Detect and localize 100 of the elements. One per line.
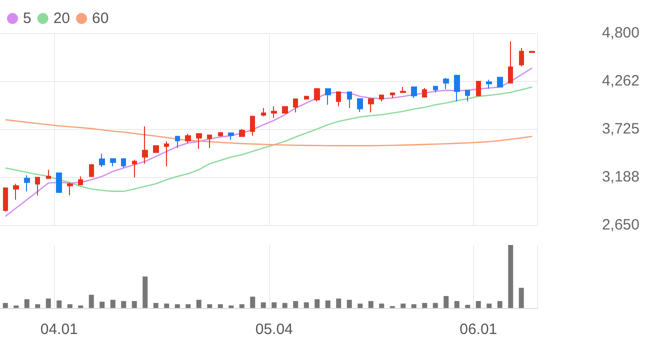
- x-tick-label: 06.01: [460, 321, 498, 337]
- bar: [272, 302, 277, 308]
- candlestick: [304, 96, 309, 100]
- candlestick: [13, 183, 19, 200]
- bar: [314, 299, 320, 308]
- bar: [164, 304, 170, 308]
- candlestick: [325, 88, 331, 106]
- bar: [379, 304, 384, 308]
- candlestick: [368, 98, 374, 113]
- candlestick: [486, 79, 492, 90]
- bar: [508, 245, 514, 308]
- candlestick: [35, 176, 40, 196]
- candlestick: [89, 164, 94, 178]
- candlestick: [476, 80, 481, 96]
- bar: [260, 302, 266, 308]
- candlestick: [142, 126, 148, 164]
- candlestick: [400, 86, 406, 94]
- candlestick: [132, 159, 137, 178]
- bar: [2, 302, 8, 308]
- bar: [46, 298, 51, 308]
- candlestick: [347, 92, 352, 109]
- bar: [142, 276, 148, 308]
- bar: [196, 300, 202, 308]
- bar: [432, 302, 438, 308]
- bar: [325, 300, 330, 308]
- legend-label: 5: [23, 10, 32, 27]
- bar: [56, 300, 62, 308]
- candlestick: [207, 134, 212, 149]
- bar: [497, 301, 502, 308]
- bar: [78, 305, 84, 308]
- candlestick: [519, 48, 524, 67]
- candlestick: [379, 94, 384, 102]
- bar: [24, 299, 30, 308]
- bar: [454, 301, 460, 308]
- candlestick: [67, 182, 73, 196]
- x-tick-label: 04.01: [40, 321, 78, 337]
- y-tick-label: 4,800: [602, 24, 640, 42]
- bar: [110, 300, 116, 308]
- y-tick-label: 2,650: [602, 216, 640, 234]
- bar: [67, 304, 72, 308]
- legend-label: 60: [92, 10, 109, 27]
- bar: [400, 304, 406, 308]
- candlestick: [153, 145, 159, 153]
- line-series: [4, 119, 533, 146]
- candlestick: [228, 132, 234, 140]
- candlestick: [357, 98, 363, 113]
- bar: [121, 301, 126, 308]
- candlestick: [443, 78, 449, 90]
- candlestick: [24, 174, 30, 192]
- candlestick: [239, 128, 245, 137]
- candlestick: [99, 153, 105, 168]
- candlestick: [314, 88, 320, 102]
- legend-label: 20: [53, 10, 70, 27]
- candlestick: [497, 76, 503, 88]
- bar: [14, 305, 19, 308]
- candlestick: [390, 92, 395, 99]
- candlestick: [282, 106, 288, 114]
- candlestick: [46, 169, 51, 179]
- x-tick-label: 05.04: [255, 321, 293, 337]
- bar: [218, 304, 223, 308]
- candlestick: [261, 108, 266, 117]
- bar: [358, 304, 363, 308]
- line-series: [4, 86, 533, 192]
- bar: [486, 304, 492, 308]
- candlestick: [422, 88, 427, 98]
- candlestick: [56, 172, 62, 193]
- bar: [444, 296, 449, 308]
- bar: [465, 304, 470, 308]
- candlestick: [196, 132, 202, 150]
- bar: [132, 301, 137, 308]
- bar: [368, 301, 374, 308]
- candlestick: [293, 98, 298, 113]
- y-tick-label: 3,188: [602, 168, 640, 186]
- candlestick: [78, 176, 83, 186]
- candlestick: [3, 186, 8, 212]
- candlestick: [411, 86, 417, 99]
- bar: [422, 302, 428, 308]
- bar: [174, 304, 180, 308]
- bar: [304, 302, 309, 308]
- bar: [336, 298, 342, 308]
- candlestick: [271, 106, 277, 119]
- bar: [346, 300, 352, 308]
- bar: [88, 294, 94, 308]
- candlestick: [336, 90, 341, 107]
- bar: [518, 288, 524, 308]
- bar: [228, 305, 234, 308]
- bar: [411, 304, 416, 308]
- candlestick: [433, 86, 438, 93]
- bar: [250, 296, 256, 308]
- bar: [293, 301, 298, 308]
- candlestick: [121, 158, 126, 168]
- candlestick: [175, 136, 180, 149]
- y-tick-label: 3,725: [602, 120, 640, 138]
- y-tick-label: 4,262: [602, 72, 640, 90]
- bar: [35, 304, 40, 308]
- candlestick: [465, 90, 470, 102]
- line-series: [4, 67, 533, 217]
- bar: [239, 304, 244, 308]
- candlestick: [218, 132, 223, 136]
- candlestick: [185, 133, 191, 144]
